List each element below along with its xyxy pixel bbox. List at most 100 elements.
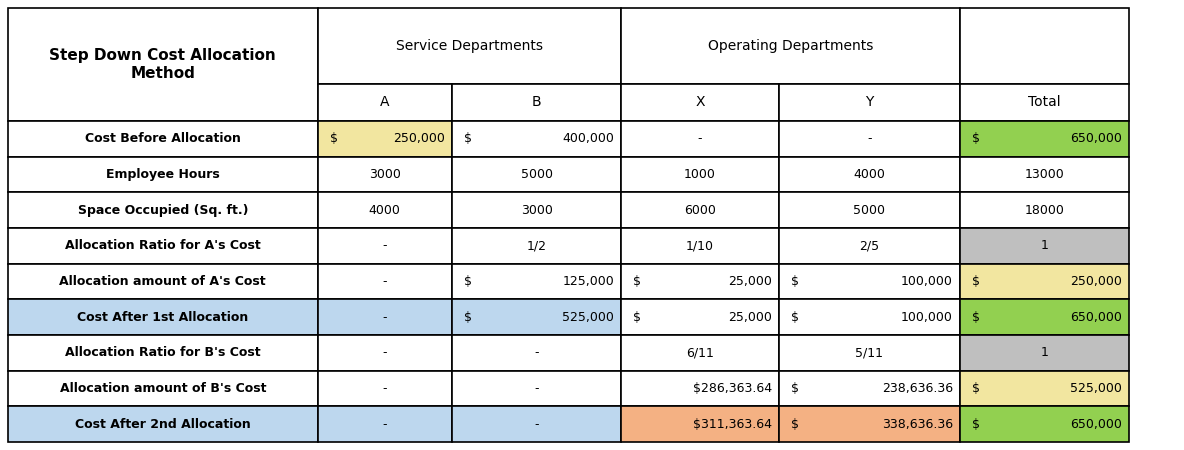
Text: $: $ xyxy=(972,132,980,145)
Text: 100,000: 100,000 xyxy=(901,275,953,288)
Bar xyxy=(8,264,317,299)
Bar xyxy=(622,371,779,406)
Bar xyxy=(452,371,622,406)
Bar xyxy=(960,299,1130,335)
Bar xyxy=(452,406,622,442)
Bar xyxy=(779,406,960,442)
Bar xyxy=(452,121,622,157)
Bar xyxy=(8,299,317,335)
Bar xyxy=(317,157,452,192)
Text: Employee Hours: Employee Hours xyxy=(105,168,220,181)
Text: Operating Departments: Operating Departments xyxy=(708,39,874,53)
Text: 1000: 1000 xyxy=(684,168,716,181)
Text: Y: Y xyxy=(866,95,874,109)
Bar xyxy=(317,192,452,228)
Text: X: X xyxy=(695,95,704,109)
Text: $: $ xyxy=(791,382,799,395)
Text: $286,363.64: $286,363.64 xyxy=(693,382,772,395)
Text: Cost Before Allocation: Cost Before Allocation xyxy=(85,132,240,145)
Bar xyxy=(779,157,960,192)
Text: B: B xyxy=(532,95,541,109)
Text: 18000: 18000 xyxy=(1024,203,1064,216)
Bar xyxy=(622,121,779,157)
Bar xyxy=(8,157,317,192)
Text: 1: 1 xyxy=(1041,346,1049,359)
Bar xyxy=(622,264,779,299)
Text: -: - xyxy=(697,132,702,145)
Bar xyxy=(960,335,1130,371)
Text: $: $ xyxy=(791,310,799,324)
Bar xyxy=(452,157,622,192)
Text: 6000: 6000 xyxy=(684,203,716,216)
Bar xyxy=(960,228,1130,264)
Bar xyxy=(779,335,960,371)
Text: 3000: 3000 xyxy=(521,203,553,216)
Text: 1: 1 xyxy=(1041,239,1049,252)
Text: -: - xyxy=(382,382,387,395)
Bar xyxy=(960,157,1130,192)
Text: 525,000: 525,000 xyxy=(1070,382,1122,395)
Bar xyxy=(779,228,960,264)
Text: 4000: 4000 xyxy=(368,203,400,216)
Text: $: $ xyxy=(972,275,980,288)
Text: 25,000: 25,000 xyxy=(728,275,772,288)
Bar xyxy=(960,84,1130,121)
Text: Space Occupied (Sq. ft.): Space Occupied (Sq. ft.) xyxy=(77,203,247,216)
Bar xyxy=(8,8,317,121)
Text: 5/11: 5/11 xyxy=(855,346,883,359)
Text: 13000: 13000 xyxy=(1024,168,1064,181)
Bar xyxy=(452,192,622,228)
Text: 4000: 4000 xyxy=(854,168,886,181)
Bar xyxy=(779,371,960,406)
Text: 238,636.36: 238,636.36 xyxy=(882,382,953,395)
Text: 650,000: 650,000 xyxy=(1070,310,1122,324)
Bar xyxy=(960,192,1130,228)
Bar xyxy=(622,228,779,264)
Text: $: $ xyxy=(464,310,472,324)
Bar xyxy=(317,121,452,157)
Bar xyxy=(779,264,960,299)
Text: Step Down Cost Allocation
Method: Step Down Cost Allocation Method xyxy=(50,48,276,81)
Text: $: $ xyxy=(972,310,980,324)
Text: 125,000: 125,000 xyxy=(562,275,614,288)
Text: $311,363.64: $311,363.64 xyxy=(693,418,772,431)
Bar xyxy=(8,121,317,157)
Bar xyxy=(622,84,779,121)
Text: 525,000: 525,000 xyxy=(562,310,614,324)
Bar xyxy=(317,371,452,406)
Bar xyxy=(622,335,779,371)
Bar xyxy=(622,8,960,84)
Bar xyxy=(317,335,452,371)
Text: $: $ xyxy=(633,275,642,288)
Text: $: $ xyxy=(791,275,799,288)
Text: Total: Total xyxy=(1028,95,1061,109)
Text: $: $ xyxy=(329,132,337,145)
Text: Service Departments: Service Departments xyxy=(395,39,542,53)
Text: -: - xyxy=(382,346,387,359)
Text: 100,000: 100,000 xyxy=(901,310,953,324)
Bar xyxy=(317,264,452,299)
Bar xyxy=(960,406,1130,442)
Bar xyxy=(960,8,1130,84)
Bar xyxy=(779,84,960,121)
Text: 3000: 3000 xyxy=(368,168,400,181)
Text: -: - xyxy=(534,346,539,359)
Bar xyxy=(8,335,317,371)
Bar xyxy=(622,299,779,335)
Text: 6/11: 6/11 xyxy=(686,346,714,359)
Text: -: - xyxy=(382,418,387,431)
Bar xyxy=(8,192,317,228)
Text: -: - xyxy=(382,239,387,252)
Text: Cost After 1st Allocation: Cost After 1st Allocation xyxy=(77,310,249,324)
Text: 2/5: 2/5 xyxy=(860,239,880,252)
Bar xyxy=(779,192,960,228)
Bar xyxy=(622,157,779,192)
Text: -: - xyxy=(534,418,539,431)
Text: Allocation amount of B's Cost: Allocation amount of B's Cost xyxy=(59,382,266,395)
Bar xyxy=(779,121,960,157)
Bar xyxy=(452,84,622,121)
Text: $: $ xyxy=(464,132,472,145)
Text: 25,000: 25,000 xyxy=(728,310,772,324)
Text: -: - xyxy=(382,310,387,324)
Text: -: - xyxy=(382,275,387,288)
